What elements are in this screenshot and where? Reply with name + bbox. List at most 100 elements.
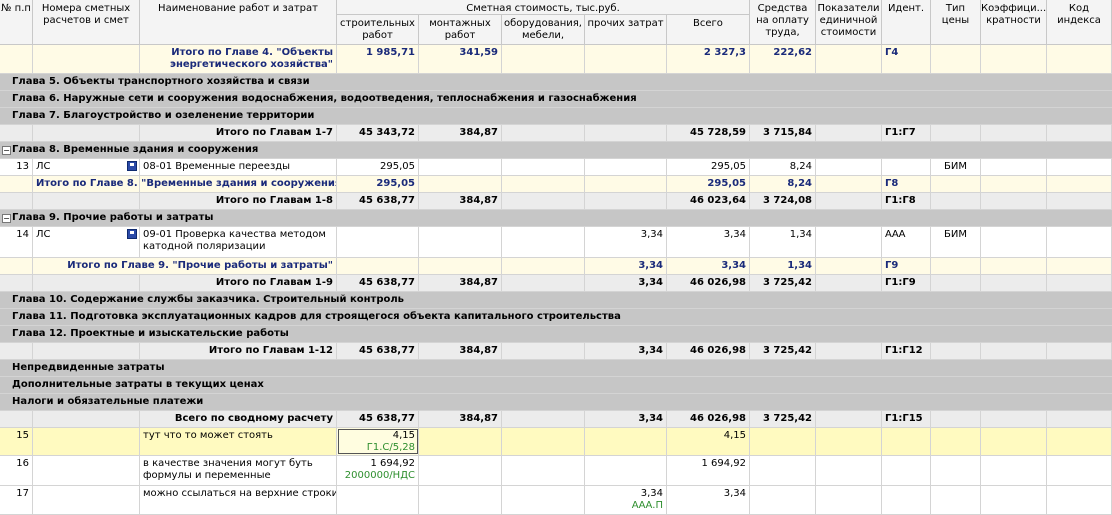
empty-cell[interactable] (882, 159, 931, 175)
cell-build[interactable]: 45 343,72 (337, 125, 419, 141)
chapter-row[interactable]: Налоги и обязательные платежи (0, 394, 1112, 411)
empty-cell[interactable] (0, 411, 33, 427)
empty-cell[interactable] (585, 193, 667, 209)
table-row[interactable]: Всего по сводному расчету 45 638,77 384,… (0, 411, 1112, 428)
empty-cell[interactable] (0, 176, 33, 192)
cell-wage[interactable]: 3 725,42 (750, 275, 816, 291)
empty-cell[interactable] (0, 193, 33, 209)
table-row[interactable]: Итого по Главам 1-7 45 343,72 384,87 45 … (0, 125, 1112, 142)
col-coef-header[interactable]: Коэффици... кратности (981, 0, 1047, 45)
cell-num[interactable]: 13 (0, 159, 33, 175)
empty-cell[interactable] (502, 275, 585, 291)
col-name-header[interactable]: Наименование работ и затрат (140, 0, 337, 45)
empty-cell[interactable] (0, 125, 33, 141)
cell-nums[interactable]: ЛС (33, 227, 140, 257)
empty-cell[interactable] (981, 456, 1047, 485)
empty-cell[interactable] (816, 275, 882, 291)
empty-cell[interactable] (981, 275, 1047, 291)
cell-wage[interactable]: 222,62 (750, 45, 816, 73)
cell-total[interactable]: 45 728,59 (667, 125, 750, 141)
empty-cell[interactable] (502, 486, 585, 514)
empty-cell[interactable] (419, 159, 502, 175)
chapter-row[interactable]: Глава 6. Наружные сети и сооружения водо… (0, 91, 1112, 108)
col-unit-header[interactable]: Показатели единичной стоимости (816, 0, 882, 45)
empty-cell[interactable] (33, 193, 140, 209)
cell-wage[interactable]: 1,34 (750, 258, 816, 274)
empty-cell[interactable] (0, 258, 33, 274)
col-price-type-header[interactable]: Тип цены (931, 0, 981, 45)
col-total-header[interactable]: Всего (667, 15, 750, 45)
empty-cell[interactable] (33, 411, 140, 427)
empty-cell[interactable] (33, 176, 140, 192)
cell-total[interactable]: 46 026,98 (667, 411, 750, 427)
col-ident-header[interactable]: Идент. (882, 0, 931, 45)
table-row[interactable]: 13 ЛС 08-01 Временные переезды 295,05 29… (0, 159, 1112, 176)
cell-wage[interactable]: 8,24 (750, 159, 816, 175)
cell-wage[interactable]: 3 725,42 (750, 343, 816, 359)
cell-build[interactable]: 1 694,92 2000000/НДС (337, 456, 419, 485)
empty-cell[interactable] (585, 456, 667, 485)
cell-build[interactable]: 45 638,77 (337, 193, 419, 209)
empty-cell[interactable] (585, 45, 667, 73)
empty-cell[interactable] (502, 456, 585, 485)
cell-mount[interactable]: 384,87 (419, 411, 502, 427)
empty-cell[interactable] (931, 456, 981, 485)
empty-cell[interactable] (816, 428, 882, 455)
cell-build[interactable]: 45 638,77 (337, 411, 419, 427)
empty-cell[interactable] (502, 227, 585, 257)
cell-total[interactable]: 3,34 (667, 258, 750, 274)
cell-build[interactable]: 295,05 (337, 159, 419, 175)
cell-ident[interactable]: Г9 (882, 258, 931, 274)
empty-cell[interactable] (931, 193, 981, 209)
cell-ident[interactable]: Г1:Г9 (882, 275, 931, 291)
empty-cell[interactable] (1047, 227, 1112, 257)
collapse-icon[interactable]: − (2, 146, 11, 155)
empty-cell[interactable] (585, 125, 667, 141)
empty-cell[interactable] (816, 456, 882, 485)
empty-cell[interactable] (931, 343, 981, 359)
cell-num[interactable]: 17 (0, 486, 33, 514)
cell-num[interactable]: 14 (0, 227, 33, 257)
cell-wage[interactable]: 3 715,84 (750, 125, 816, 141)
row-name[interactable]: можно ссылаться на верхние строки (140, 486, 337, 514)
empty-cell[interactable] (502, 125, 585, 141)
empty-cell[interactable] (981, 411, 1047, 427)
empty-cell[interactable] (0, 275, 33, 291)
empty-cell[interactable] (33, 456, 140, 485)
table-row[interactable]: Итого по Главе 9. "Прочие работы и затра… (0, 258, 1112, 275)
empty-cell[interactable] (585, 159, 667, 175)
row-name[interactable]: в качестве значения могут буть формулы и… (140, 456, 337, 485)
cell-other[interactable]: 3,34 (585, 343, 667, 359)
empty-cell[interactable] (816, 486, 882, 514)
table-row[interactable]: 17 можно ссылаться на верхние строки 3,3… (0, 486, 1112, 515)
cell-other[interactable]: 3,34 (585, 227, 667, 257)
empty-cell[interactable] (502, 343, 585, 359)
cell-mount[interactable]: 384,87 (419, 193, 502, 209)
empty-cell[interactable] (33, 343, 140, 359)
table-row[interactable]: 16 в качестве значения могут буть формул… (0, 456, 1112, 486)
empty-cell[interactable] (882, 428, 931, 455)
cell-total[interactable]: 46 026,98 (667, 343, 750, 359)
empty-cell[interactable] (981, 45, 1047, 73)
empty-cell[interactable] (882, 456, 931, 485)
cell-mount[interactable]: 384,87 (419, 275, 502, 291)
empty-cell[interactable] (502, 45, 585, 73)
empty-cell[interactable] (750, 486, 816, 514)
cell-build[interactable]: 45 638,77 (337, 343, 419, 359)
cell-total[interactable]: 295,05 (667, 176, 750, 192)
empty-cell[interactable] (33, 486, 140, 514)
empty-cell[interactable] (816, 227, 882, 257)
empty-cell[interactable] (981, 486, 1047, 514)
empty-cell[interactable] (1047, 258, 1112, 274)
table-row[interactable]: 14 ЛС 09-01 Проверка качества методом ка… (0, 227, 1112, 258)
empty-cell[interactable] (931, 258, 981, 274)
empty-cell[interactable] (931, 45, 981, 73)
table-row[interactable]: Итого по Главе 8. "Временные здания и со… (0, 176, 1112, 193)
empty-cell[interactable] (931, 486, 981, 514)
col-mount-header[interactable]: монтажных работ (419, 15, 502, 45)
cell-build[interactable]: 4,15 Г1.С/5,28 (337, 428, 419, 455)
row-name[interactable]: 09-01 Проверка качества методом катодной… (140, 227, 337, 257)
empty-cell[interactable] (981, 428, 1047, 455)
col-other-header[interactable]: прочих затрат (585, 15, 667, 45)
empty-cell[interactable] (1047, 45, 1112, 73)
